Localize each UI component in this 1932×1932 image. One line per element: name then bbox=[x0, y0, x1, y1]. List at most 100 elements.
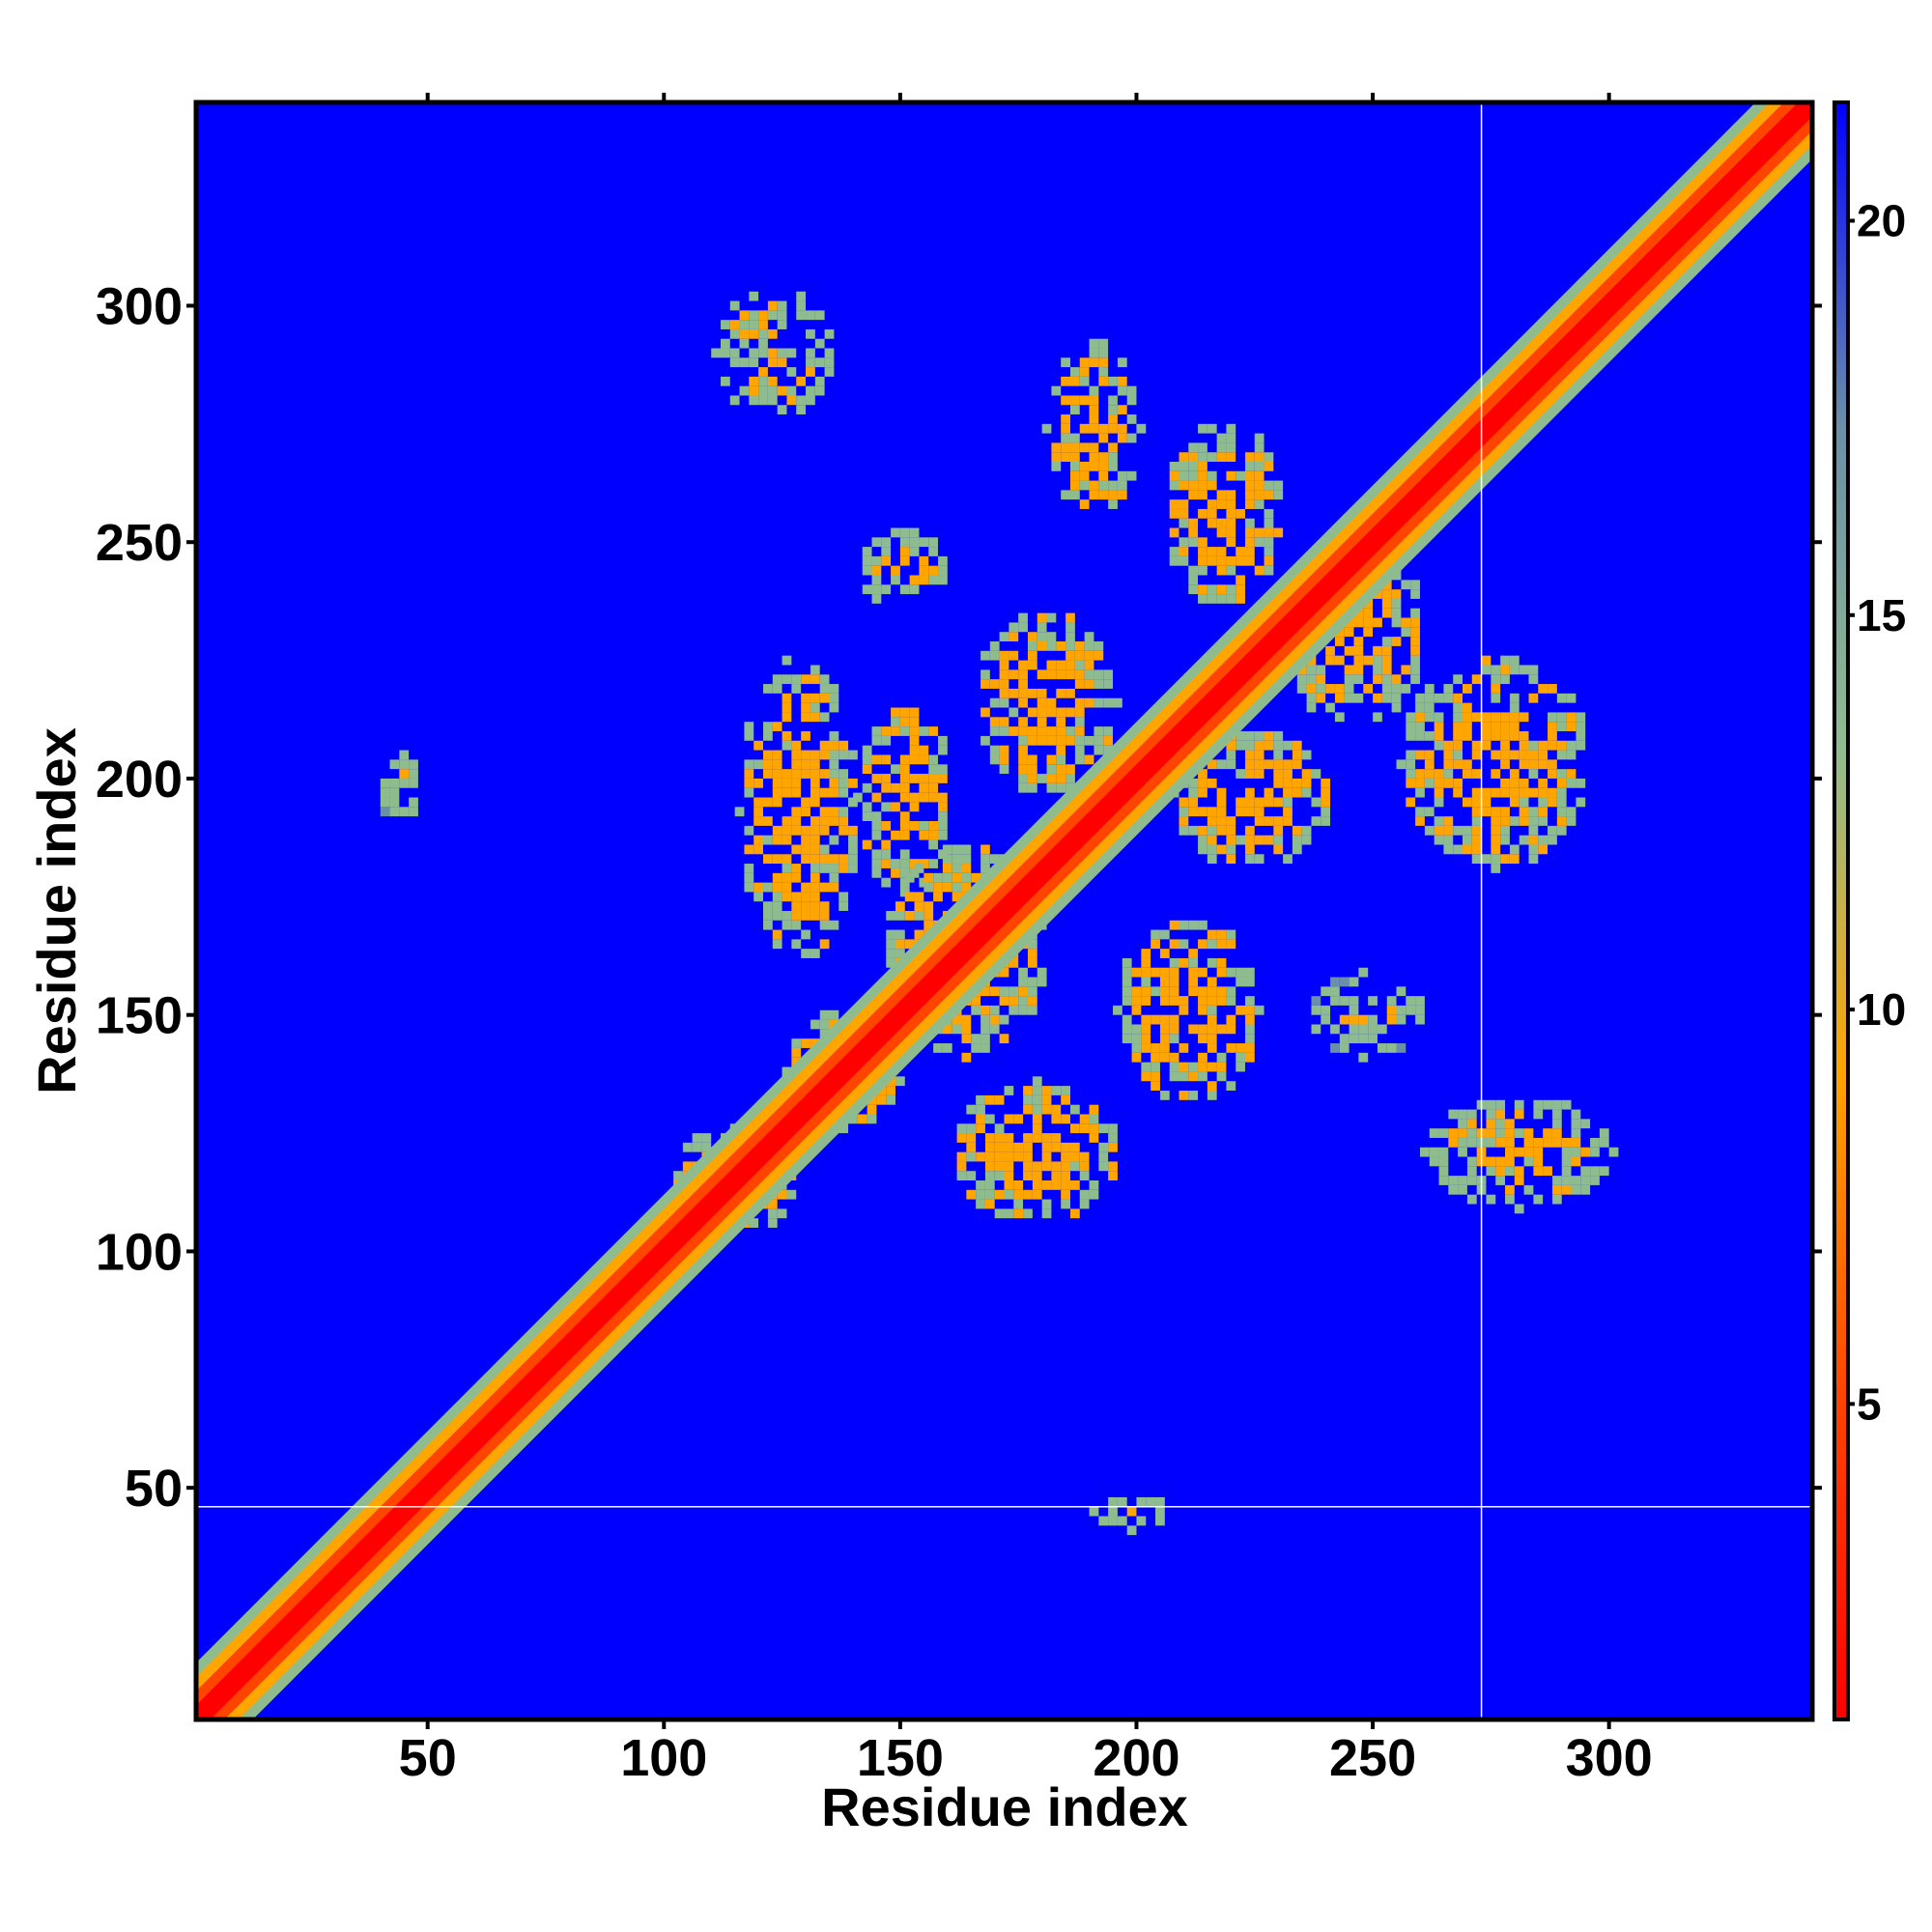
contact-cell bbox=[1207, 825, 1217, 836]
contact-cell bbox=[1013, 1114, 1024, 1124]
contact-cell bbox=[938, 764, 948, 775]
contact-cell bbox=[1519, 731, 1529, 741]
contact-cell bbox=[1254, 816, 1264, 826]
contact-cell bbox=[1283, 816, 1293, 826]
contact-cell bbox=[781, 674, 792, 685]
contact-cell bbox=[1571, 1137, 1581, 1148]
contact-cell bbox=[994, 1133, 1005, 1143]
contact-cell bbox=[1566, 740, 1577, 751]
contact-cell bbox=[952, 854, 962, 865]
contact-cell bbox=[772, 929, 782, 940]
contact-cell bbox=[1533, 1194, 1544, 1205]
contact-cell bbox=[1041, 1094, 1052, 1105]
contact-cell bbox=[1443, 684, 1454, 694]
contact-cell bbox=[1283, 759, 1293, 770]
contact-cell bbox=[1325, 702, 1335, 713]
contact-cell bbox=[1046, 707, 1057, 718]
contact-cell bbox=[1434, 693, 1444, 703]
contact-cell bbox=[1009, 957, 1019, 968]
contact-cell bbox=[749, 395, 759, 406]
contact-cell bbox=[891, 726, 900, 736]
contact-cell bbox=[739, 310, 750, 321]
contact-cell bbox=[1509, 702, 1520, 713]
contact-cell bbox=[933, 892, 943, 902]
contact-cell bbox=[1548, 787, 1557, 798]
contact-cell bbox=[1159, 929, 1170, 940]
contact-cell bbox=[791, 1047, 802, 1058]
contact-cell bbox=[1226, 594, 1236, 604]
contact-cell bbox=[1151, 986, 1160, 997]
contact-cell bbox=[1368, 1024, 1378, 1035]
contact-cell bbox=[1523, 1147, 1534, 1157]
contact-cell bbox=[1159, 996, 1170, 1006]
contact-cell bbox=[739, 385, 750, 396]
contact-cell bbox=[1533, 1166, 1544, 1177]
contact-cell bbox=[952, 872, 962, 883]
contact-cell bbox=[1216, 929, 1227, 940]
contact-cell bbox=[791, 778, 802, 788]
contact-cell bbox=[1509, 722, 1520, 731]
contact-cell bbox=[819, 844, 830, 855]
contact-cell bbox=[801, 854, 810, 865]
contact-cell bbox=[1491, 684, 1501, 694]
contact-cell bbox=[1207, 584, 1217, 595]
contact-cell bbox=[1523, 1156, 1534, 1167]
contact-region bbox=[380, 750, 418, 817]
contact-cell bbox=[1069, 1123, 1080, 1134]
contact-cell bbox=[1334, 637, 1345, 646]
contact-cell bbox=[1179, 547, 1189, 556]
contact-cell bbox=[1207, 816, 1217, 826]
contact-cell bbox=[1491, 693, 1501, 703]
contact-cell bbox=[1122, 1014, 1132, 1025]
contact-cell bbox=[1566, 778, 1577, 788]
contact-cell bbox=[1505, 1147, 1515, 1157]
contact-cell bbox=[1236, 1052, 1245, 1063]
contact-cell bbox=[928, 764, 939, 775]
contact-cell bbox=[1538, 844, 1548, 855]
contact-cell bbox=[791, 892, 802, 902]
contact-cell bbox=[1391, 702, 1402, 713]
contact-cell bbox=[1179, 920, 1189, 930]
contact-cell bbox=[1505, 1194, 1515, 1205]
contact-cell bbox=[862, 555, 872, 566]
contact-cell bbox=[1410, 655, 1420, 666]
contact-cell bbox=[1519, 778, 1529, 788]
contact-cell bbox=[1027, 707, 1037, 718]
contact-cell bbox=[1207, 854, 1217, 865]
contact-cell bbox=[1079, 1114, 1090, 1124]
contact-cell bbox=[806, 357, 815, 368]
contact-cell bbox=[781, 920, 792, 930]
contact-cell bbox=[1471, 750, 1482, 760]
contact-cell bbox=[399, 750, 410, 760]
contact-cell bbox=[989, 697, 1000, 708]
contact-cell bbox=[928, 754, 939, 765]
contact-cell bbox=[763, 759, 773, 770]
contact-cell bbox=[1505, 1184, 1515, 1195]
contact-cell bbox=[791, 911, 802, 921]
contact-cell bbox=[899, 537, 910, 548]
contact-cell bbox=[1396, 1005, 1406, 1015]
contact-cell bbox=[1538, 816, 1548, 826]
contact-cell bbox=[994, 1161, 1005, 1172]
contact-cell bbox=[1244, 759, 1255, 770]
reference-lines bbox=[196, 102, 1812, 1719]
contact-cell bbox=[1519, 712, 1529, 723]
contact-cell bbox=[1117, 480, 1127, 491]
contact-cell bbox=[891, 717, 900, 727]
contact-cell bbox=[1419, 1147, 1430, 1157]
contact-cell bbox=[838, 854, 849, 865]
contact-cell bbox=[1179, 1043, 1189, 1053]
contact-cell bbox=[1079, 1151, 1090, 1162]
contact-cell bbox=[899, 811, 910, 821]
contact-cell bbox=[1434, 722, 1444, 731]
contact-cell bbox=[772, 797, 782, 808]
contact-cell bbox=[1566, 807, 1577, 817]
contact-cell bbox=[781, 864, 792, 873]
contact-cell bbox=[966, 1189, 977, 1200]
contact-cell bbox=[1051, 1114, 1062, 1124]
contact-cell bbox=[1032, 1133, 1042, 1143]
contact-cell bbox=[1386, 1014, 1397, 1025]
contact-cell bbox=[1117, 376, 1127, 386]
y-tick-label: 100 bbox=[96, 1223, 183, 1281]
contact-cell bbox=[1216, 518, 1227, 528]
